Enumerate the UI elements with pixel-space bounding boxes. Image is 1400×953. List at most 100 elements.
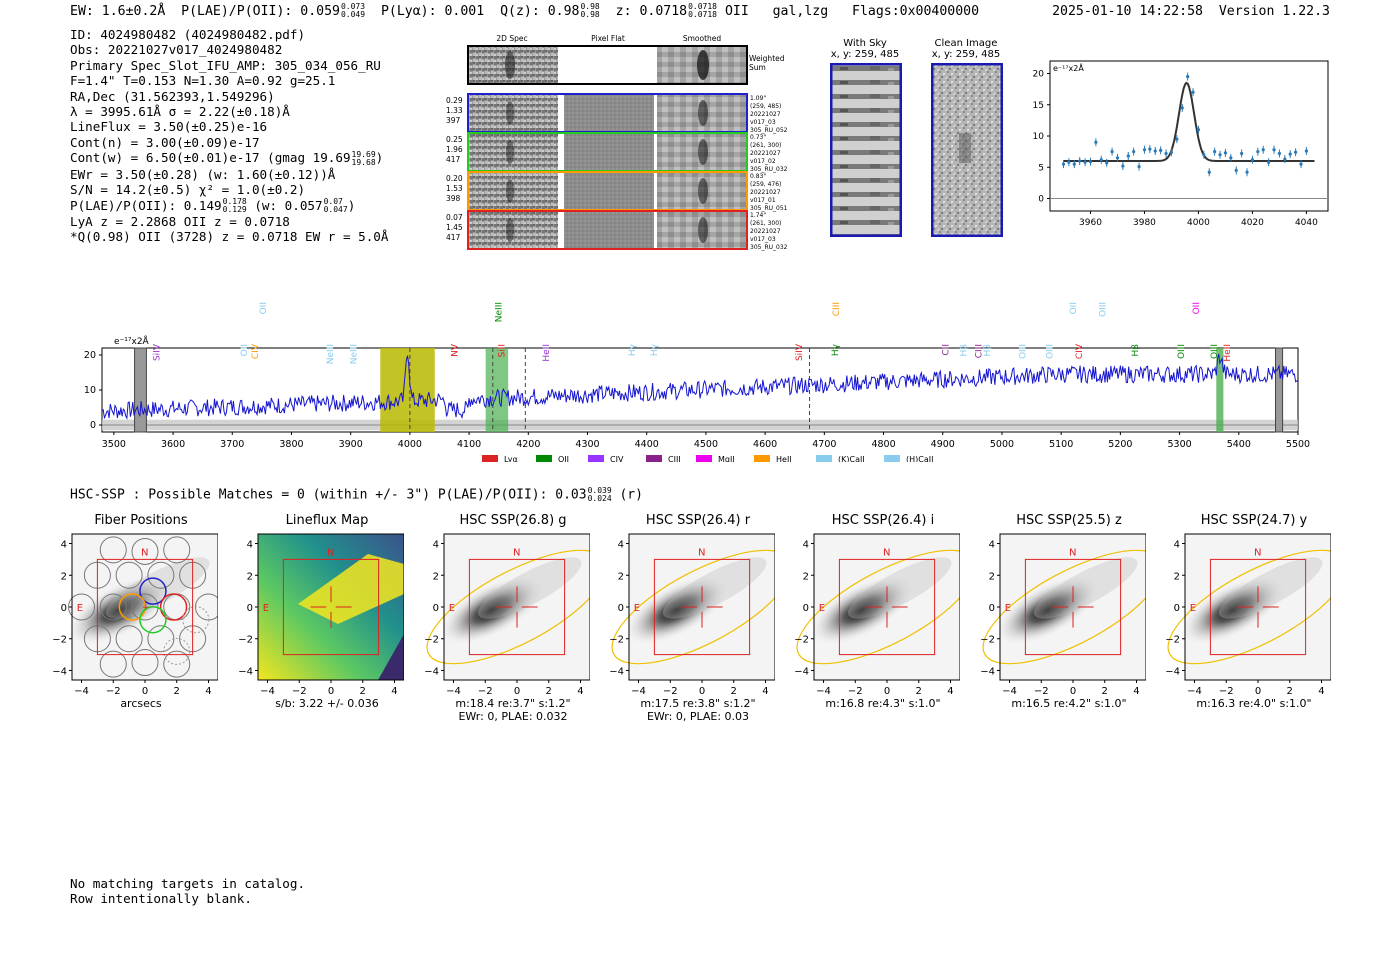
fit-data-point bbox=[1277, 151, 1282, 156]
with-sky-image bbox=[830, 63, 902, 237]
fiber-red bbox=[159, 593, 188, 621]
panel-xtick-label: −4 bbox=[631, 686, 646, 697]
row-right-meta: v017_01 bbox=[750, 197, 776, 204]
fit-ytick-label: 0 bbox=[1038, 195, 1044, 205]
fit-data-point bbox=[1099, 158, 1103, 162]
fit-data-point bbox=[1196, 128, 1201, 132]
galaxy-disk bbox=[477, 557, 582, 619]
spec-unit-label: e⁻¹⁷x2Å bbox=[114, 335, 150, 347]
search-box bbox=[1024, 558, 1122, 656]
hsc-plae-hi: 0.039 bbox=[587, 486, 612, 495]
compass-e: E bbox=[1190, 603, 1196, 614]
spec-axes bbox=[101, 347, 1299, 433]
panel-ytick-label: 0 bbox=[618, 603, 624, 614]
spec-highlight-green bbox=[485, 348, 509, 432]
spec-line-label: HeII bbox=[542, 344, 552, 362]
row-right-meta: 305_RU_052 bbox=[750, 127, 788, 134]
panel-xtick-label: −4 bbox=[816, 686, 831, 697]
panel-ytick-label: −2 bbox=[794, 635, 809, 646]
panel-ytick-label: 4 bbox=[989, 540, 995, 551]
fit-axes bbox=[1049, 60, 1329, 212]
spec-line-label: NeIII bbox=[495, 302, 505, 322]
flags: Flags:0x00400000 bbox=[852, 4, 980, 19]
panel-title: Lineflux Map bbox=[285, 513, 369, 528]
spec-line-label: Hγ bbox=[628, 343, 638, 356]
compass-e: E bbox=[263, 603, 269, 614]
panel-image-galaxy: N E −4 −2 0 2 4 4 2 0 −2 −4 bbox=[1165, 533, 1331, 697]
gmag-lo: 19.68 bbox=[351, 157, 376, 167]
panel-image-fiber: + N E −4 −2 0 2 4 4 2 0 −2 −4 bbox=[52, 533, 218, 697]
spec-line-label: SiIV bbox=[152, 343, 162, 361]
spec-highlight-yellow bbox=[380, 348, 435, 432]
row-right-meta: 0.73" bbox=[750, 134, 766, 141]
row-right-meta: 305_RU_051 bbox=[750, 205, 788, 212]
fit-data-point bbox=[1304, 149, 1309, 153]
panel-xtick-label: −2 bbox=[848, 686, 863, 697]
aperture-ellipse bbox=[426, 549, 590, 665]
panel-ytick-label: 2 bbox=[61, 571, 67, 582]
panel-ytick-label: −2 bbox=[609, 635, 624, 646]
panel-xtick-label: −4 bbox=[74, 686, 89, 697]
row-right-meta: 20221027 bbox=[750, 150, 781, 157]
fiber-dashed bbox=[182, 606, 210, 634]
spec-xtick-label: 4900 bbox=[931, 439, 955, 450]
legend-swatch bbox=[588, 455, 604, 462]
plae-hi: 0.073 bbox=[340, 2, 366, 11]
compass-e: E bbox=[77, 603, 83, 614]
footer-line-2: Row intentionally blank. bbox=[70, 891, 252, 907]
panel-ytick-label: 4 bbox=[1174, 540, 1180, 551]
panel-ytick-label: −4 bbox=[424, 666, 439, 677]
info-lya: LyA z = 2.2868 OII z = 0.0718 bbox=[70, 214, 290, 230]
fiber-dashed bbox=[163, 637, 191, 665]
panel-ytick-label: 0 bbox=[247, 603, 253, 614]
spec-line-label: SiIV bbox=[795, 343, 805, 361]
spec-xtick-label: 5500 bbox=[1286, 439, 1310, 450]
fit-data-point bbox=[1240, 151, 1244, 156]
panel-ytick-label: 4 bbox=[247, 540, 253, 551]
fit-data-point bbox=[1283, 157, 1287, 161]
spec-xtick-label: 4800 bbox=[871, 439, 895, 450]
panel-xtick-label: −2 bbox=[663, 686, 678, 697]
fit-ytick-label: 5 bbox=[1038, 163, 1044, 173]
row-right-meta: 1.09" bbox=[750, 95, 766, 102]
row-right-meta: v017_03 bbox=[750, 236, 776, 243]
panel-ytick-label: −2 bbox=[1165, 635, 1180, 646]
fiber-circle bbox=[68, 593, 96, 621]
row-emission-smoothed bbox=[698, 100, 708, 126]
panel-title: Fiber Positions bbox=[94, 513, 188, 528]
legend-label: OII bbox=[558, 455, 569, 462]
row-left-stat: 0.25 bbox=[446, 135, 463, 144]
clean-image bbox=[931, 63, 1003, 237]
panel-xtick-label: 2 bbox=[916, 686, 922, 697]
z-value: z: 0.0718 bbox=[615, 4, 688, 19]
spec-ytick-label: 0 bbox=[90, 420, 96, 431]
panel-caption: EWr: 0, PLAE: 0.03 bbox=[646, 710, 750, 723]
panel-ytick-label: −4 bbox=[52, 666, 67, 677]
info-contn: Cont(n) = 3.00(±0.09)e-17 bbox=[70, 134, 260, 150]
row-emission-smoothed bbox=[698, 217, 708, 243]
fit-data-point bbox=[1299, 162, 1303, 166]
panel-title: HSC SSP(26.8) g bbox=[459, 513, 567, 528]
legend-label: (H)CaII bbox=[906, 455, 933, 462]
panel-xtick-label: 4 bbox=[762, 686, 768, 697]
fit-data-point bbox=[1083, 160, 1087, 164]
plya-value: P(Lyα): 0.001 bbox=[380, 4, 485, 19]
info-radec: RA,Dec (31.562393,1.549296) bbox=[70, 88, 275, 104]
plae-lo: 0.049 bbox=[340, 10, 366, 19]
catalog-footer: No matching targets in catalog. Row inte… bbox=[70, 876, 305, 907]
info-id: ID: 4024980482 (4024980482.pdf) bbox=[70, 27, 306, 42]
search-box bbox=[468, 558, 566, 656]
panel-ytick-label: 4 bbox=[803, 540, 809, 551]
fit-data-point bbox=[1169, 150, 1174, 154]
sum-label: Sum bbox=[749, 63, 766, 72]
fit-data-point bbox=[1142, 148, 1147, 152]
legend-label: Lyα bbox=[504, 455, 518, 462]
row-right-meta: (259, 476) bbox=[750, 181, 781, 188]
aperture-ellipse bbox=[1167, 549, 1331, 665]
panel-ytick-label: 4 bbox=[61, 540, 67, 551]
fiber-circle bbox=[115, 561, 143, 589]
row-pixelflat bbox=[564, 94, 654, 132]
fiber-circle bbox=[163, 536, 191, 564]
fit-ytick-label: 10 bbox=[1033, 132, 1045, 142]
gmag-hi: 19.69 bbox=[351, 149, 376, 159]
